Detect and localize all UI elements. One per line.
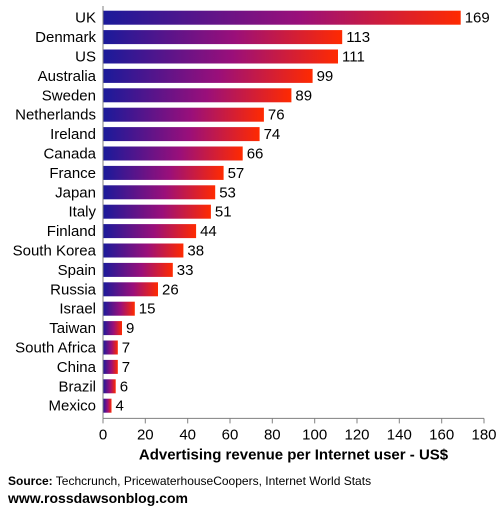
bar-mexico <box>103 398 112 413</box>
category-label-israel: Israel <box>59 301 96 318</box>
source-text: Techcrunch, PricewaterhouseCoopers, Inte… <box>52 474 372 488</box>
value-label-south-korea: 38 <box>187 243 204 260</box>
value-label-uk: 169 <box>465 10 490 27</box>
bar-brazil <box>103 379 116 394</box>
bar-chart: UK 169 Denmark 113 US 111 Australia 99 Sweden 89 N… <box>13 6 497 463</box>
category-label-finland: Finland <box>47 223 96 240</box>
bar-uk <box>103 10 461 25</box>
value-label-mexico: 4 <box>116 398 124 415</box>
category-label-france: France <box>49 165 96 182</box>
bar-netherlands <box>103 107 264 122</box>
value-label-netherlands: 76 <box>268 107 285 124</box>
category-label-ireland: Ireland <box>50 126 96 143</box>
bar-australia <box>103 68 313 83</box>
bar-denmark <box>103 30 343 45</box>
category-label-china: China <box>57 359 97 376</box>
x-tick-label: 60 <box>222 426 239 443</box>
bar-russia <box>103 282 158 297</box>
bar-japan <box>103 185 216 200</box>
category-label-denmark: Denmark <box>35 29 96 46</box>
bar-italy <box>103 204 211 219</box>
value-label-south-africa: 7 <box>122 340 130 357</box>
category-label-japan: Japan <box>55 184 96 201</box>
value-label-china: 7 <box>122 359 130 376</box>
x-tick-label: 40 <box>179 426 196 443</box>
x-axis-title: Advertising revenue per Internet user - … <box>139 446 449 463</box>
bar-south-korea <box>103 243 184 258</box>
bar-canada <box>103 146 243 161</box>
value-label-brazil: 6 <box>120 378 128 395</box>
category-label-sweden: Sweden <box>42 87 96 104</box>
x-tick-label: 20 <box>137 426 154 443</box>
value-label-canada: 66 <box>247 146 264 163</box>
value-label-finland: 44 <box>200 223 217 240</box>
value-label-denmark: 113 <box>346 29 370 46</box>
category-label-spain: Spain <box>58 262 96 279</box>
bar-south-africa <box>103 340 118 355</box>
category-label-brazil: Brazil <box>58 378 96 395</box>
category-label-taiwan: Taiwan <box>49 320 96 337</box>
category-label-south-africa: South Africa <box>15 340 97 357</box>
value-label-france: 57 <box>228 165 245 182</box>
bar-taiwan <box>103 321 122 336</box>
bar-spain <box>103 262 173 277</box>
value-label-italy: 51 <box>215 204 232 221</box>
category-label-uk: UK <box>75 10 96 27</box>
value-label-taiwan: 9 <box>126 320 134 337</box>
bar-france <box>103 165 224 180</box>
bar-israel <box>103 301 135 316</box>
blog-url: www.rossdawsonblog.com <box>8 490 188 506</box>
category-label-russia: Russia <box>50 281 97 298</box>
value-label-russia: 26 <box>162 281 179 298</box>
bar-sweden <box>103 88 292 103</box>
category-label-south-korea: South Korea <box>13 243 97 260</box>
value-label-sweden: 89 <box>295 87 312 104</box>
category-label-mexico: Mexico <box>48 398 96 415</box>
x-tick-label: 120 <box>344 426 369 443</box>
bar-china <box>103 359 118 374</box>
category-label-us: US <box>75 49 96 66</box>
source-note: Source: Techcrunch, PricewaterhouseCoope… <box>8 474 371 488</box>
value-label-us: 111 <box>342 49 365 66</box>
value-label-australia: 99 <box>317 68 334 85</box>
bar-finland <box>103 224 197 239</box>
category-label-netherlands: Netherlands <box>15 107 96 124</box>
x-tick-label: 160 <box>429 426 454 443</box>
chart-svg: UK 169 Denmark 113 US 111 Australia 99 Sweden 89 N… <box>13 6 497 463</box>
x-tick-label: 0 <box>99 426 107 443</box>
value-label-spain: 33 <box>177 262 194 279</box>
value-label-ireland: 74 <box>264 126 281 143</box>
x-tick-label: 80 <box>264 426 281 443</box>
bar-ireland <box>103 127 260 142</box>
category-label-canada: Canada <box>43 146 96 163</box>
x-tick-label: 180 <box>471 426 496 443</box>
x-tick-label: 100 <box>302 426 327 443</box>
value-label-japan: 53 <box>219 184 236 201</box>
bar-us <box>103 49 338 64</box>
source-label: Source: <box>8 474 53 488</box>
category-label-australia: Australia <box>38 68 97 85</box>
category-label-italy: Italy <box>68 204 96 221</box>
value-label-israel: 15 <box>139 301 156 318</box>
x-tick-label: 140 <box>387 426 412 443</box>
